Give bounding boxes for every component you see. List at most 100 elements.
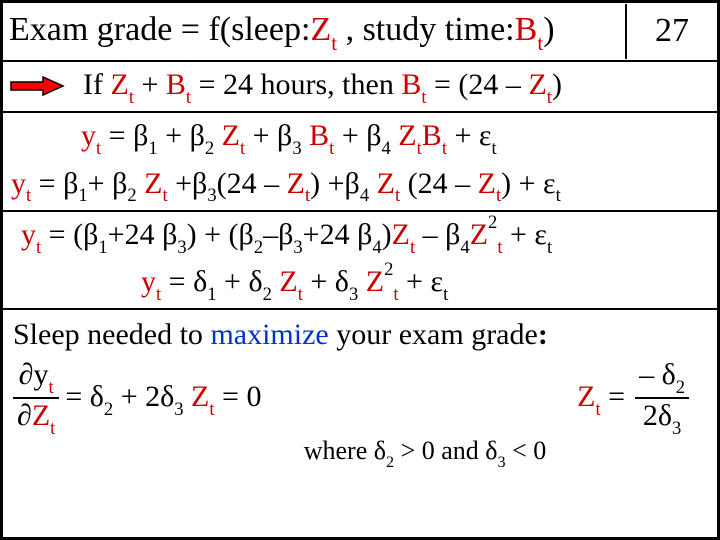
eq3-s6: ) xyxy=(382,218,392,251)
eq1-s5: + ε xyxy=(447,119,492,152)
eq3-s3: ) + (β xyxy=(187,218,254,251)
eq1-y: y xyxy=(81,119,96,152)
hdr-prefix: Exam grade = f(sleep: xyxy=(9,11,310,48)
eq3-s4: –β xyxy=(263,218,293,251)
eq4-Z2t: t xyxy=(393,284,398,305)
eq2-s1: = β xyxy=(31,167,78,200)
bot-sa: Sleep needed to xyxy=(13,318,210,351)
eq2-p1a: (24 – xyxy=(217,167,287,200)
eq4-y: y xyxy=(141,265,156,298)
bot-den1: 2δ xyxy=(643,399,672,432)
if-p4: = (24 – xyxy=(427,68,529,101)
eq2-y: y xyxy=(11,167,26,200)
eq4-Z: Z xyxy=(279,265,297,298)
bot-num: – δ xyxy=(639,358,676,391)
eq3-Z2sup: 2 xyxy=(488,212,497,233)
eq4-d1s: 1 xyxy=(207,284,216,305)
eq4-s2: + δ xyxy=(217,265,263,298)
eq2-s2: + β xyxy=(88,167,128,200)
eq4-s1: = δ xyxy=(161,265,207,298)
eq2-b3s: 3 xyxy=(207,185,216,206)
eq1-yt: t xyxy=(96,138,101,159)
eq1-s3: + β xyxy=(245,119,292,152)
if-p1: If xyxy=(83,68,110,101)
bot-dens: 3 xyxy=(672,418,681,439)
eq1-sp3 xyxy=(302,119,310,152)
if-p5: ) xyxy=(552,68,562,101)
eq4-s3: + δ xyxy=(303,265,349,298)
eq2-p1b: ) +β xyxy=(310,167,360,200)
dy-dz-frac: ∂yt ∂Zt xyxy=(13,360,59,437)
eq4-Z2: Z xyxy=(366,265,384,298)
header-title: Exam grade = f(sleep:Zt , study time:Bt) xyxy=(3,3,625,60)
eq3-y: y xyxy=(21,218,36,251)
eq1-B: B xyxy=(309,119,329,152)
bot-eq: = δ xyxy=(65,380,104,413)
eq4-d3s: 3 xyxy=(349,284,358,305)
eq3-b4s2: 4 xyxy=(460,237,469,258)
eq1: yt = β1 + β2 Zt + β3 Bt + β4 ZtBt + εt xyxy=(11,117,709,158)
if-Z: Z xyxy=(110,68,128,101)
eq2-p2b: ) + ε xyxy=(501,167,556,200)
page-number: 27 xyxy=(625,4,717,59)
eq2-b4s: 4 xyxy=(360,185,369,206)
eq1-b1s: 1 xyxy=(148,138,157,159)
bot-w2s: 2 xyxy=(386,454,394,471)
eq2-Z2: Z xyxy=(287,167,305,200)
eq1-B2: B xyxy=(422,119,442,152)
eq2-yt: t xyxy=(26,185,31,206)
if-p2: + xyxy=(134,68,166,101)
bot-Z: Z xyxy=(191,380,209,413)
eq3-b4s: 4 xyxy=(372,237,381,258)
eq3-Z: Z xyxy=(392,218,410,251)
bot-Zr: Z xyxy=(577,380,595,413)
bot-nums: 2 xyxy=(676,377,685,398)
eq1-ets: t xyxy=(492,138,497,159)
eq4-sp3 xyxy=(358,265,366,298)
bottom-block: Sleep needed to maximize your exam grade… xyxy=(3,310,717,479)
eq3-b2s: 2 xyxy=(254,237,263,258)
eq1-Z2t: t xyxy=(417,138,422,159)
eq1-b3s: 3 xyxy=(292,138,301,159)
hdr-suffix: ) xyxy=(543,11,554,48)
eq2-s3: +β xyxy=(168,167,208,200)
eq2-Z2t: t xyxy=(305,185,310,206)
slide: Exam grade = f(sleep:Zt , study time:Bt)… xyxy=(0,0,720,540)
eq4-ets: t xyxy=(443,284,448,305)
bot-plus: + 2δ xyxy=(113,380,174,413)
bot-sb: your exam grade xyxy=(329,318,538,351)
eq3-s8: + ε xyxy=(503,218,548,251)
eq3-s7: – β xyxy=(415,218,460,251)
maximize-sentence: Sleep needed to maximize your exam grade… xyxy=(13,316,707,354)
header-row: Exam grade = f(sleep:Zt , study time:Bt)… xyxy=(3,3,717,62)
eq3-Z2t: t xyxy=(497,237,502,258)
eq4: yt = δ1 + δ2 Zt + δ3 Z2t + εt xyxy=(11,257,709,304)
eq1-Z2: Z xyxy=(398,119,416,152)
eq2-Z4t: t xyxy=(496,185,501,206)
eq2-Z: Z xyxy=(144,167,162,200)
eq3-Zt: t xyxy=(410,237,415,258)
eq1-Zt: t xyxy=(240,138,245,159)
eq2-p2a: (24 – xyxy=(400,167,478,200)
bot-dyt: t xyxy=(48,377,53,398)
if-row: If Zt + Bt = 24 hours, then Bt = (24 – Z… xyxy=(3,62,717,113)
if-Bt: t xyxy=(186,87,191,108)
if-B2: B xyxy=(401,68,421,101)
bot-wa: where δ xyxy=(304,436,386,465)
bot-dZp: ∂ xyxy=(17,399,32,432)
if-Z2: Z xyxy=(528,68,546,101)
eq-block-1: yt = β1 + β2 Zt + β3 Bt + β4 ZtBt + εt y… xyxy=(3,113,717,211)
derivative-row: ∂yt ∂Zt = δ2 + 2δ3 Zt = 0 Zt = – δ2 2δ3 xyxy=(13,360,707,437)
eq-block-2: yt = (β1+24 β3) + (β2–β3+24 β4)Zt – β4Z2… xyxy=(3,212,717,310)
eq2-Z3: Z xyxy=(377,167,395,200)
hdr-Z: Z xyxy=(310,11,331,48)
bot-sp xyxy=(184,380,192,413)
eq3: yt = (β1+24 β3) + (β2–β3+24 β4)Zt – β4Z2… xyxy=(11,216,709,257)
eq1-B2t: t xyxy=(442,138,447,159)
eq1-b4s: 4 xyxy=(382,138,391,159)
eq4-Z2sup: 2 xyxy=(384,259,393,280)
eq3-b3s: 3 xyxy=(177,237,186,258)
eq4-d2s: 2 xyxy=(263,284,272,305)
eq1-b2s: 2 xyxy=(205,138,214,159)
eq3-b1s: 1 xyxy=(98,237,107,258)
